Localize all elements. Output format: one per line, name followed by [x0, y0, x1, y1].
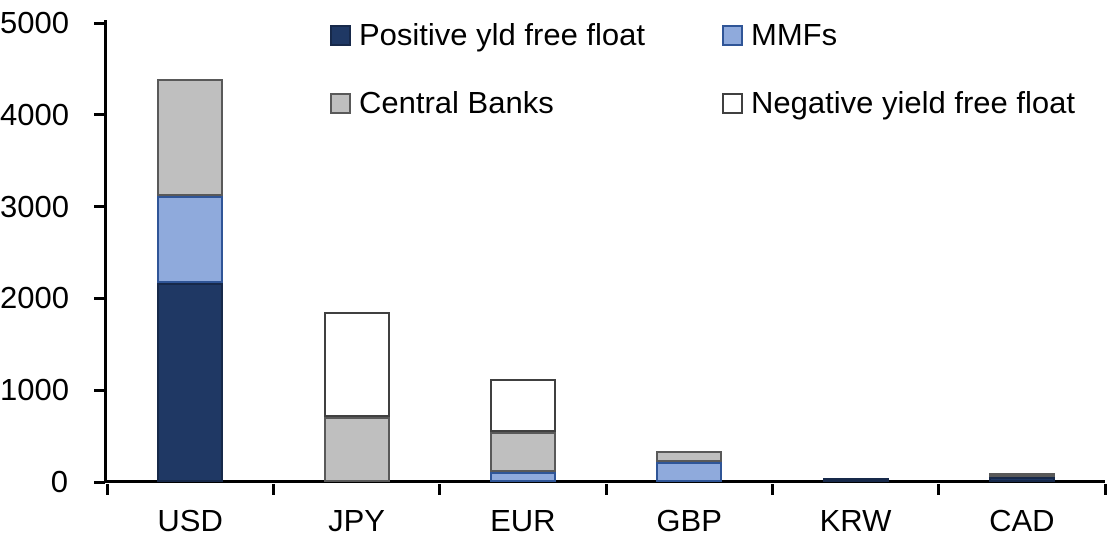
x-category-label-KRW: KRW [819, 503, 892, 538]
legend-swatch-positive-yld-icon [330, 24, 351, 46]
bar-segment-GBP [656, 461, 723, 482]
x-axis-tick [937, 484, 941, 495]
plot-area [94, 20, 1107, 495]
legend-item-negative-yield-free-float: Negative yield free float [722, 86, 1075, 120]
y-tick-label: 2000 [0, 280, 69, 316]
y-tick-label: 3000 [0, 188, 69, 224]
bar-segment-CAD [988, 477, 1055, 482]
legend-item-mmfs: MMFs [722, 18, 837, 52]
y-tick-label: 1000 [0, 372, 69, 408]
y-axis-tick [94, 21, 105, 25]
x-axis-tick [604, 484, 608, 495]
bar-segment-EUR [489, 471, 556, 482]
y-axis-tick [94, 480, 105, 484]
x-axis-tick [271, 484, 275, 495]
legend-label: MMFs [751, 17, 838, 52]
x-category-label-EUR: EUR [490, 503, 556, 538]
legend-swatch-negative-yield-icon [722, 92, 743, 114]
legend-swatch-central-banks-icon [330, 92, 351, 114]
bar-segment-EUR [489, 379, 556, 432]
x-axis-tick [105, 484, 109, 495]
legend-label: Negative yield free float [751, 85, 1075, 120]
legend-swatch-mmfs-icon [722, 24, 743, 46]
x-axis-tick [770, 484, 774, 495]
legend-label: Central Banks [359, 85, 554, 120]
y-tick-label: 4000 [0, 96, 69, 132]
bar-segment-USD [157, 282, 224, 482]
bar-segment-GBP [656, 451, 723, 462]
bar-segment-KRW [822, 477, 889, 482]
bar-segment-JPY [323, 311, 390, 418]
x-category-label-GBP: GBP [656, 503, 722, 538]
x-category-label-CAD: CAD [989, 503, 1055, 538]
y-axis-tick [94, 113, 105, 117]
y-tick-label: 5000 [0, 5, 69, 40]
x-category-label-USD: USD [157, 503, 223, 538]
x-axis-tick [438, 484, 442, 495]
bar-segment-CAD [988, 473, 1055, 478]
y-axis-tick [94, 388, 105, 392]
legend-item-positive-yld-free-float: Positive yld free float [330, 18, 645, 52]
bar-segment-JPY [323, 417, 390, 482]
y-axis-tick [94, 205, 105, 209]
x-category-label-JPY: JPY [328, 503, 385, 538]
y-axis-tick [94, 296, 105, 300]
bar-segment-USD [157, 196, 224, 283]
x-axis-tick [1103, 484, 1107, 495]
legend-label: Positive yld free float [359, 17, 646, 52]
bar-segment-USD [157, 79, 224, 197]
y-tick-label: 0 [50, 464, 68, 499]
bar-segment-EUR [489, 431, 556, 472]
legend-item-central-banks: Central Banks [330, 86, 554, 120]
x-axis-line [104, 480, 1105, 483]
y-axis-line [104, 20, 107, 483]
